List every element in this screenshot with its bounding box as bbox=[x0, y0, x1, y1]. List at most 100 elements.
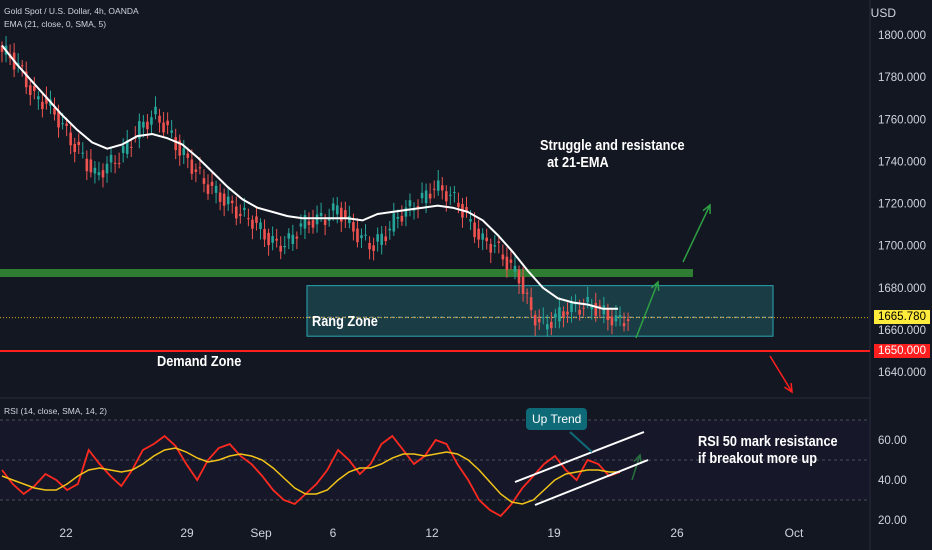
candle-body bbox=[339, 207, 343, 222]
price-axis[interactable]: 1800.000 1780.000 1760.000 1740.000 1720.000… bbox=[878, 30, 926, 379]
time-tick-label: 26 bbox=[670, 526, 684, 540]
candle-body bbox=[485, 237, 489, 242]
candle-body bbox=[319, 212, 323, 216]
candle-body bbox=[69, 132, 72, 146]
breakout-arrow-1-head bbox=[702, 203, 711, 215]
candle-body bbox=[400, 215, 404, 222]
candle-body bbox=[590, 304, 594, 310]
candle-body bbox=[376, 234, 379, 242]
candle-body bbox=[521, 276, 525, 294]
candle-body bbox=[198, 167, 202, 169]
candle-body bbox=[477, 228, 480, 240]
candle-body bbox=[586, 296, 589, 303]
candle-body bbox=[243, 207, 246, 210]
candle-body bbox=[170, 130, 173, 133]
candle-body bbox=[356, 228, 359, 243]
rsi-tick-label: 40.00 bbox=[878, 475, 907, 487]
candle-body bbox=[77, 141, 81, 146]
resistance-band bbox=[0, 269, 693, 278]
candle-body bbox=[267, 232, 270, 246]
candle-body bbox=[218, 192, 222, 202]
candle-body bbox=[158, 115, 161, 123]
candle-body bbox=[412, 209, 416, 211]
range-zone-box bbox=[306, 285, 774, 337]
candle-body bbox=[295, 236, 299, 239]
candle-body bbox=[53, 107, 56, 115]
candle-body bbox=[194, 169, 198, 172]
candle-body bbox=[578, 309, 581, 315]
candle-body bbox=[190, 159, 194, 174]
candle-body bbox=[327, 218, 331, 221]
candle-body bbox=[562, 311, 565, 317]
candle-body bbox=[364, 234, 367, 236]
time-tick-label: 6 bbox=[330, 526, 337, 540]
candle-body bbox=[178, 140, 182, 156]
rsi-legend: RSI (14, close, SMA, 14, 2) bbox=[4, 406, 107, 416]
candle-body bbox=[428, 193, 432, 199]
candle-body bbox=[380, 233, 383, 245]
candle-body bbox=[222, 193, 226, 206]
time-tick-label: 12 bbox=[425, 526, 439, 540]
candle-body bbox=[129, 146, 133, 148]
candle-body bbox=[162, 122, 165, 133]
time-tick-label: 19 bbox=[547, 526, 561, 540]
rsi-annotation: RSI 50 mark resistance if breakout more … bbox=[698, 433, 838, 467]
candle-body bbox=[424, 190, 428, 204]
candle-body bbox=[311, 220, 315, 228]
candle-body bbox=[89, 159, 93, 173]
candle-body bbox=[368, 242, 371, 250]
price-tick-label: 1800.000 bbox=[878, 30, 926, 42]
rsi-ma-line bbox=[1, 447, 620, 505]
candle-body bbox=[554, 313, 557, 318]
breakout-arrow-2 bbox=[635, 281, 659, 339]
price-tick-label: 1700.000 bbox=[878, 241, 926, 253]
candle-body bbox=[97, 172, 101, 176]
candle-body bbox=[65, 123, 68, 126]
candle-body bbox=[247, 218, 250, 220]
symbol-title: Gold Spot / U.S. Dollar, 4h, OANDA bbox=[4, 6, 139, 16]
candle-body bbox=[287, 233, 291, 239]
rsi-line bbox=[1, 434, 621, 518]
candle-body bbox=[465, 207, 468, 212]
candle-body bbox=[622, 323, 626, 327]
candle-body bbox=[372, 245, 375, 251]
candle-body bbox=[626, 319, 630, 321]
candle-body bbox=[291, 234, 295, 245]
candle-body bbox=[449, 194, 452, 196]
candle-body bbox=[469, 219, 472, 222]
struggle-annotation: Struggle and resistance at 21-EMA bbox=[540, 137, 685, 171]
candle-body bbox=[509, 259, 513, 263]
candle-body bbox=[457, 202, 460, 208]
candle-body bbox=[533, 314, 537, 326]
candle-body bbox=[41, 101, 44, 110]
time-axis[interactable]: 22 29 Sep 6 12 19 26 Oct bbox=[59, 526, 804, 540]
candle-body bbox=[352, 222, 355, 232]
price-tick-label: 1640.000 bbox=[878, 367, 926, 379]
candle-body bbox=[109, 154, 113, 163]
currency-label: USD bbox=[870, 6, 896, 20]
candle-body bbox=[101, 170, 105, 178]
candle-body bbox=[113, 162, 117, 164]
rsi-channel-upper bbox=[514, 431, 645, 483]
candle-body bbox=[146, 121, 149, 130]
candle-body bbox=[473, 222, 476, 238]
candle-body bbox=[45, 96, 48, 104]
candle-body bbox=[81, 152, 85, 154]
ema-line bbox=[1, 44, 618, 310]
candle-body bbox=[344, 210, 347, 220]
candles bbox=[0, 36, 630, 337]
candle-body bbox=[505, 256, 509, 271]
candle-body bbox=[20, 65, 24, 67]
candle-body bbox=[436, 180, 440, 191]
demand-zone-label: Demand Zone bbox=[157, 353, 242, 370]
candle-body bbox=[481, 233, 484, 240]
breakout-arrow-2-head bbox=[650, 280, 660, 292]
candle-body bbox=[210, 181, 214, 186]
candle-body bbox=[85, 158, 89, 172]
candle-body bbox=[558, 307, 561, 322]
candle-body bbox=[186, 153, 190, 158]
candle-body bbox=[121, 145, 125, 153]
candle-body bbox=[138, 121, 141, 139]
candle-body bbox=[239, 213, 242, 216]
